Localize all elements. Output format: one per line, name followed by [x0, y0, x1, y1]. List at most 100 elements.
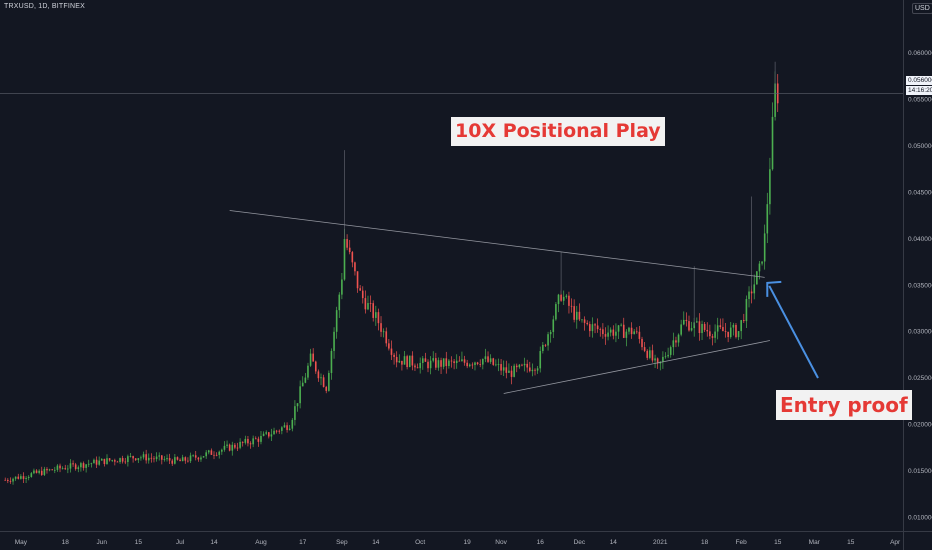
candle-body [320, 377, 322, 379]
candle-body [385, 331, 388, 344]
candle-body [221, 449, 223, 452]
candle-body [534, 369, 536, 371]
candle-body [380, 323, 382, 332]
candle-body [471, 364, 474, 366]
candle-body [638, 331, 641, 339]
candle-body [552, 319, 555, 332]
candle-body [502, 367, 505, 371]
candle-body [202, 456, 205, 458]
x-tick-label: 19 [464, 539, 472, 546]
candle-body [416, 367, 419, 369]
currency-button[interactable]: USD [912, 3, 932, 14]
candle-body [241, 441, 244, 443]
candle-body [701, 323, 703, 334]
candle-body [463, 359, 466, 363]
candle-body [226, 444, 228, 446]
candle-body [257, 438, 260, 442]
candle-body [338, 294, 341, 311]
candle-body [698, 321, 701, 334]
candle-body [774, 83, 776, 117]
candle-body [448, 360, 450, 366]
candle-body [727, 331, 729, 338]
candle-body [27, 476, 30, 478]
trendline-layer [229, 210, 819, 394]
candle-body [677, 334, 680, 343]
candle-body [737, 331, 740, 338]
candle-body [43, 468, 46, 475]
candle-body [309, 353, 312, 366]
candle-body [753, 284, 756, 294]
candle-body [628, 327, 630, 332]
candle-body [688, 321, 690, 331]
candle-body [510, 370, 513, 377]
candle-body [703, 323, 706, 330]
symbol-label[interactable]: TRXUSD, 1D, BITFINEX [4, 3, 86, 10]
candle-body [299, 386, 301, 404]
candle-body [589, 324, 591, 332]
candle-body [607, 332, 609, 337]
candle-body [643, 347, 646, 351]
candle-body [12, 478, 14, 482]
candle-body [646, 350, 649, 358]
candle-body [531, 369, 534, 372]
trendline-upper [229, 210, 765, 278]
candle-body [231, 444, 234, 451]
candle-body [630, 327, 633, 335]
candle-body [33, 470, 35, 474]
candle-body [17, 476, 20, 479]
candle-body [14, 476, 17, 479]
candle-body [7, 479, 9, 481]
candle-body [573, 306, 575, 320]
candle-body [322, 377, 325, 387]
x-tick-label: 16 [537, 539, 545, 546]
candle-body [602, 329, 604, 335]
candle-body [756, 271, 758, 285]
candle-body [758, 263, 761, 272]
candle-body [312, 353, 314, 362]
candle-body [651, 350, 654, 361]
x-tick-label: 2021 [653, 539, 668, 546]
candle-body [262, 433, 265, 436]
candle-body [82, 463, 85, 468]
candle-body [575, 311, 578, 320]
candle-body [93, 459, 95, 464]
candle-body [106, 458, 108, 465]
candle-body [87, 463, 90, 465]
x-tick-label: Sep [336, 539, 348, 546]
candle-body [48, 469, 51, 471]
candle-body [492, 358, 495, 365]
x-tick-label: Nov [495, 539, 507, 546]
bar-countdown-tag: 14:16:20 [906, 86, 932, 95]
candle-body [140, 457, 142, 459]
candle-body [247, 438, 249, 444]
candle-body [74, 464, 77, 470]
candle-body [479, 364, 482, 365]
candle-body [67, 468, 69, 470]
candle-body [544, 344, 547, 346]
x-tick-label: 18 [701, 539, 709, 546]
candle-body [361, 290, 364, 299]
x-tick-label: 15 [135, 539, 143, 546]
candle-body [453, 361, 455, 364]
candle-body [581, 319, 583, 321]
candle-body [330, 350, 333, 373]
candle-body [116, 461, 119, 463]
candle-body [38, 470, 40, 473]
candle-body [586, 322, 589, 325]
candle-body [181, 457, 184, 462]
candle-body [273, 430, 275, 435]
candle-body [147, 457, 150, 461]
candle-body [184, 457, 187, 461]
candle-body [398, 360, 401, 363]
candle-body [763, 233, 766, 262]
candle-body [207, 450, 210, 453]
candle-body [442, 358, 445, 367]
candle-body [121, 458, 124, 462]
